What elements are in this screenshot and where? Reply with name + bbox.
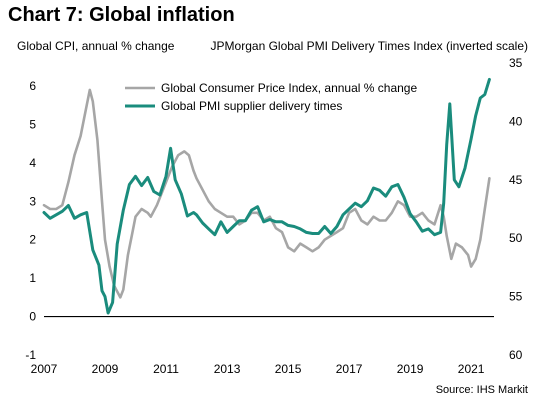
- x-axis-ticks: 2007 2009 2011 2013 2015 2017 2019 2021: [31, 362, 485, 376]
- left-tick-label: 4: [29, 156, 36, 170]
- x-tick-label: 2015: [275, 362, 302, 376]
- legend-label: Global PMI supplier delivery times: [161, 99, 342, 113]
- right-tick-label: 60: [509, 348, 523, 362]
- right-tick-label: 50: [509, 231, 523, 245]
- legend: Global Consumer Price Index, annual % ch…: [125, 81, 417, 113]
- left-tick-label: 6: [29, 79, 36, 93]
- left-tick-label: 2: [29, 233, 36, 247]
- x-tick-label: 2017: [336, 362, 363, 376]
- right-tick-label: 55: [509, 290, 523, 304]
- left-axis-ticks: -1 0 1 2 3 4 5 6: [25, 79, 36, 362]
- x-tick-label: 2009: [92, 362, 119, 376]
- right-axis-title: JPMorgan Global PMI Delivery Times Index…: [210, 39, 528, 53]
- right-axis-ticks: 35 40 45 50 55 60: [509, 56, 523, 362]
- left-tick-label: 3: [29, 194, 36, 208]
- series-layer: [42, 77, 491, 315]
- source-note: Source: IHS Markit: [435, 384, 528, 396]
- x-tick-label: 2019: [397, 362, 424, 376]
- x-tick-label: 2013: [214, 362, 241, 376]
- right-tick-label: 45: [509, 173, 523, 187]
- pmi-series-line: [42, 77, 491, 315]
- left-tick-label: 1: [29, 271, 36, 285]
- left-tick-label: 0: [29, 310, 36, 324]
- chart-title: Chart 7: Global inflation: [8, 4, 235, 26]
- left-axis-title: Global CPI, annual % change: [17, 39, 175, 53]
- right-tick-label: 40: [509, 114, 523, 128]
- left-tick-label: -1: [25, 348, 36, 362]
- x-tick-label: 2007: [31, 362, 58, 376]
- left-tick-label: 5: [29, 117, 36, 131]
- legend-label: Global Consumer Price Index, annual % ch…: [161, 81, 417, 95]
- x-tick-label: 2021: [458, 362, 485, 376]
- x-tick-label: 2011: [153, 362, 179, 376]
- right-tick-label: 35: [509, 56, 523, 70]
- cpi-series-line: [42, 88, 491, 299]
